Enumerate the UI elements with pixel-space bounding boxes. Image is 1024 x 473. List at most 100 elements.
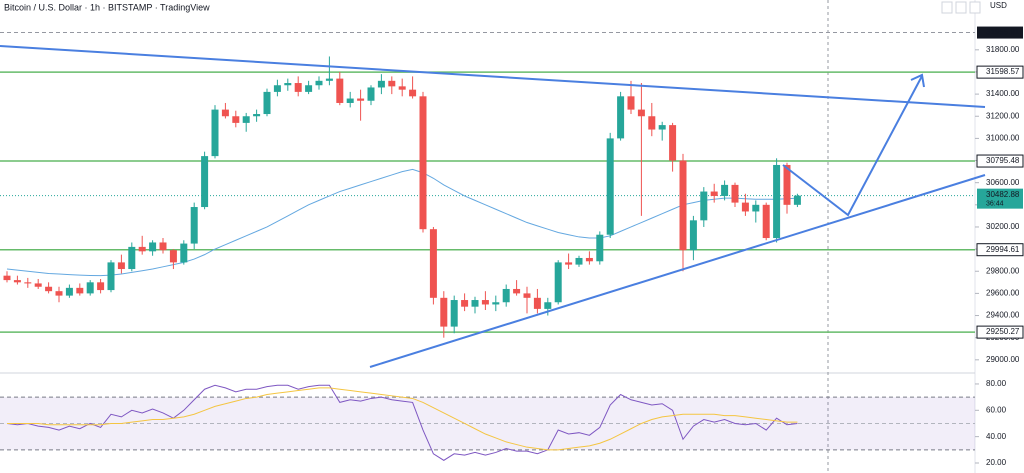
high-label: 31955.91 [986, 28, 1020, 37]
candle-body [128, 246, 136, 270]
level-label: 29994.61 [986, 245, 1020, 254]
candle-body [13, 280, 21, 283]
candle-body [513, 288, 521, 294]
y-tick-label: 40.00 [986, 432, 1007, 441]
last-price-box [977, 188, 1023, 209]
candle-body [721, 184, 729, 196]
candle-body [419, 96, 427, 230]
currency: USD [990, 1, 1007, 10]
candle-body [242, 116, 250, 123]
candle-body [554, 262, 562, 303]
candle-body [700, 191, 708, 221]
candle-body [440, 297, 448, 327]
candle-body [367, 87, 375, 101]
high-label-box [977, 26, 1023, 39]
candle-body [232, 116, 240, 123]
candle-body [481, 300, 489, 305]
candle-body [159, 242, 167, 251]
candle-body [377, 80, 385, 88]
candle-body [637, 109, 645, 117]
candle-body [783, 164, 791, 205]
candle-body [471, 300, 479, 307]
level-label-box [976, 243, 1024, 257]
last-price-label: 30482.88 [986, 190, 1020, 199]
chart-title: Bitcoin / U.S. Dollar · 1h · BITSTAMP · … [4, 2, 210, 12]
candle-body [138, 246, 146, 252]
candle-body [575, 257, 583, 265]
candle-body [762, 204, 770, 239]
arrow-head [910, 73, 925, 88]
y-tick-label: 20.00 [986, 458, 1007, 467]
candle-body [24, 282, 32, 284]
candle-body [533, 297, 541, 309]
candle-body [221, 109, 229, 117]
y-tick-label: 31200.00 [986, 111, 1020, 120]
candle-body [97, 282, 105, 291]
candle-body [409, 89, 417, 97]
plot: 29000.0029200.0029400.0029600.0029800.00… [0, 26, 1024, 467]
candle-body [492, 302, 500, 305]
button[interactable] [955, 1, 967, 14]
candle-body [117, 262, 125, 270]
candle-body [544, 302, 552, 309]
y-tick-label: 30200.00 [986, 222, 1020, 231]
candle-body [273, 85, 281, 92]
candle-body [149, 242, 157, 252]
candle-body [346, 98, 354, 103]
candle-body [741, 202, 749, 212]
candle-body [669, 125, 677, 161]
projection [782, 75, 923, 217]
candle-body [565, 262, 573, 265]
candle-body [648, 116, 656, 130]
candle-body [461, 300, 469, 307]
candle-body [689, 220, 697, 251]
candle-body [3, 275, 11, 281]
candle-body [398, 86, 406, 90]
candle-body [773, 164, 781, 239]
candle-body [450, 300, 458, 327]
candle-body [169, 250, 177, 263]
candle-body [731, 184, 739, 203]
level-label: 31598.57 [986, 67, 1020, 76]
candle-body [211, 109, 219, 157]
candle-body [201, 156, 209, 208]
candle-body [325, 78, 333, 81]
y-tick-label: 31000.00 [986, 134, 1020, 143]
y-tick-label: 31400.00 [986, 89, 1020, 98]
candle-body [596, 234, 604, 262]
rsi-line [7, 387, 798, 451]
candle-body [86, 282, 94, 294]
trend-line [0, 45, 986, 108]
y-tick-label: 60.00 [986, 405, 1007, 414]
level-label: 30795.48 [986, 156, 1020, 165]
candle-body [752, 204, 760, 212]
candle-body [606, 138, 614, 235]
button[interactable] [969, 1, 981, 14]
trend-line [369, 174, 986, 368]
candle-body [284, 83, 292, 86]
candle-body [305, 85, 313, 92]
candle-body [34, 283, 42, 287]
candle-body [55, 291, 63, 296]
candle-body [65, 287, 73, 296]
candle-body [617, 96, 625, 139]
rsi-line [6, 384, 798, 461]
y-tick-label: 29600.00 [986, 289, 1020, 298]
button[interactable] [941, 1, 953, 14]
candle-body [429, 229, 437, 298]
toolbar[interactable] [941, 1, 981, 14]
candle-body [336, 78, 344, 103]
candle-body [107, 262, 115, 291]
candle-body [294, 83, 302, 92]
y-tick-label: 31800.00 [986, 45, 1020, 54]
y-tick-label: 30600.00 [986, 178, 1020, 187]
candle-body [710, 191, 718, 196]
candle-body [627, 96, 635, 110]
y-tick-label: 29400.00 [986, 311, 1020, 320]
candle-body [76, 287, 84, 294]
countdown: 36:44 [986, 200, 1004, 207]
candle-body [658, 125, 666, 130]
candle-body [253, 114, 261, 117]
